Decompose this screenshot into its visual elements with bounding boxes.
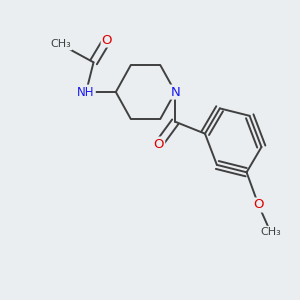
Text: O: O bbox=[253, 199, 264, 212]
Text: N: N bbox=[170, 85, 180, 98]
Text: NH: NH bbox=[77, 85, 95, 98]
Text: O: O bbox=[102, 34, 112, 46]
Text: CH₃: CH₃ bbox=[260, 227, 281, 237]
Text: O: O bbox=[154, 138, 164, 151]
Text: CH₃: CH₃ bbox=[50, 40, 71, 50]
